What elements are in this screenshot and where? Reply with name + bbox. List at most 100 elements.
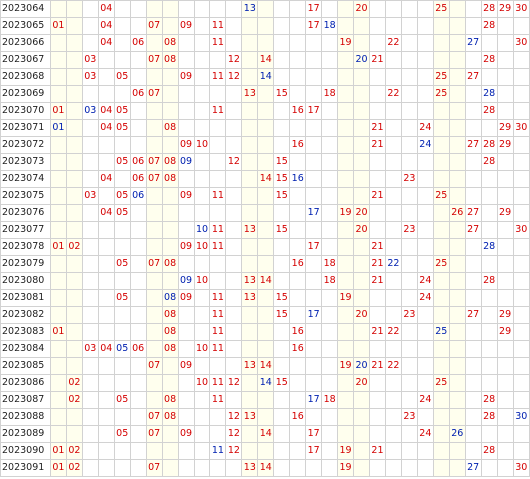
draw-row: 2023080 09 10 13 14 18 21 24 28: [0, 272, 530, 290]
number-cell: [273, 0, 291, 18]
number-cell: [400, 272, 418, 290]
number-cell: [416, 102, 434, 120]
number-cell: [480, 187, 498, 205]
number-cell: [337, 255, 355, 273]
period-cell: 2023084: [0, 340, 51, 358]
number-cell: 05: [113, 289, 131, 307]
number-cell: [97, 221, 115, 239]
number-cell: [337, 136, 355, 154]
number-cell: 03: [81, 51, 99, 69]
number-cell: 28: [480, 408, 498, 426]
number-cell: [384, 238, 402, 256]
number-cell: [81, 425, 99, 443]
number-cell: 14: [257, 459, 275, 477]
number-cell: 10: [193, 136, 211, 154]
number-cell: [480, 255, 498, 273]
number-cell: [161, 68, 179, 86]
number-cell: [129, 306, 147, 324]
number-cell: [400, 119, 418, 137]
number-cell: [289, 153, 307, 171]
number-cell: 02: [65, 238, 83, 256]
number-cell: 20: [353, 204, 370, 222]
number-cell: [113, 85, 131, 103]
number-cell: [400, 340, 418, 358]
number-cell: [289, 17, 307, 35]
number-cell: [448, 170, 466, 188]
draw-row: 2023085 07 09 13 14 19 20 21 22: [0, 357, 530, 375]
number-cell: 28: [480, 85, 498, 103]
number-cell: [353, 187, 370, 205]
number-cell: 18: [321, 391, 339, 409]
number-cell: [384, 187, 402, 205]
number-cell: [512, 51, 530, 69]
number-cell: 17: [305, 238, 323, 256]
number-cell: [97, 187, 115, 205]
number-cell: 22: [384, 357, 402, 375]
number-cell: [129, 0, 147, 18]
number-cell: [496, 357, 514, 375]
number-cell: [369, 102, 386, 120]
number-cell: [448, 17, 466, 35]
number-cell: 13: [241, 408, 259, 426]
number-cell: [448, 442, 466, 460]
number-cell: [353, 102, 370, 120]
number-cell: [416, 238, 434, 256]
number-cell: [145, 306, 163, 324]
number-cell: [161, 187, 179, 205]
number-cell: [337, 17, 355, 35]
number-cell: [289, 442, 307, 460]
number-cell: 11: [209, 221, 227, 239]
number-cell: [129, 17, 147, 35]
number-cell: [177, 323, 195, 341]
number-cell: [113, 374, 131, 392]
number-cell: 21: [369, 272, 386, 290]
number-cell: 05: [113, 68, 131, 86]
number-cell: [257, 153, 275, 171]
number-cell: [113, 0, 131, 18]
number-cell: 29: [496, 204, 514, 222]
number-cell: [225, 204, 243, 222]
number-cell: 11: [209, 374, 227, 392]
number-cell: [81, 357, 99, 375]
number-cell: 13: [241, 0, 259, 18]
number-cell: [384, 0, 402, 18]
number-cell: [448, 289, 466, 307]
number-cell: [97, 357, 115, 375]
number-cell: [209, 170, 227, 188]
number-cell: [145, 204, 163, 222]
number-cell: 09: [177, 238, 195, 256]
number-cell: 05: [113, 102, 131, 120]
number-cell: [432, 34, 450, 52]
number-cell: 09: [177, 187, 195, 205]
number-cell: [241, 153, 259, 171]
number-cell: 21: [369, 442, 386, 460]
number-cell: 28: [480, 272, 498, 290]
number-cell: 11: [209, 442, 227, 460]
number-cell: [464, 374, 482, 392]
draw-row: 2023087 02 05 08 11 17 18 24 28: [0, 391, 530, 409]
number-cell: [321, 51, 339, 69]
number-cell: [353, 255, 370, 273]
number-cell: [480, 34, 498, 52]
number-cell: [512, 323, 530, 341]
number-cell: [129, 68, 147, 86]
number-cell: 18: [321, 272, 339, 290]
number-cell: 27: [464, 204, 482, 222]
number-cell: 16: [289, 170, 307, 188]
number-cell: [81, 85, 99, 103]
number-cell: 21: [369, 119, 386, 137]
number-cell: [321, 34, 339, 52]
number-cell: [337, 391, 355, 409]
number-cell: [369, 391, 386, 409]
number-cell: 05: [113, 187, 131, 205]
number-cell: [193, 153, 211, 171]
number-cell: [225, 306, 243, 324]
number-cell: [496, 408, 514, 426]
number-cell: [209, 255, 227, 273]
number-cell: 01: [49, 17, 67, 35]
number-cell: [97, 238, 115, 256]
number-cell: [384, 136, 402, 154]
number-cell: [81, 442, 99, 460]
number-cell: 18: [321, 255, 339, 273]
number-cell: [448, 255, 466, 273]
